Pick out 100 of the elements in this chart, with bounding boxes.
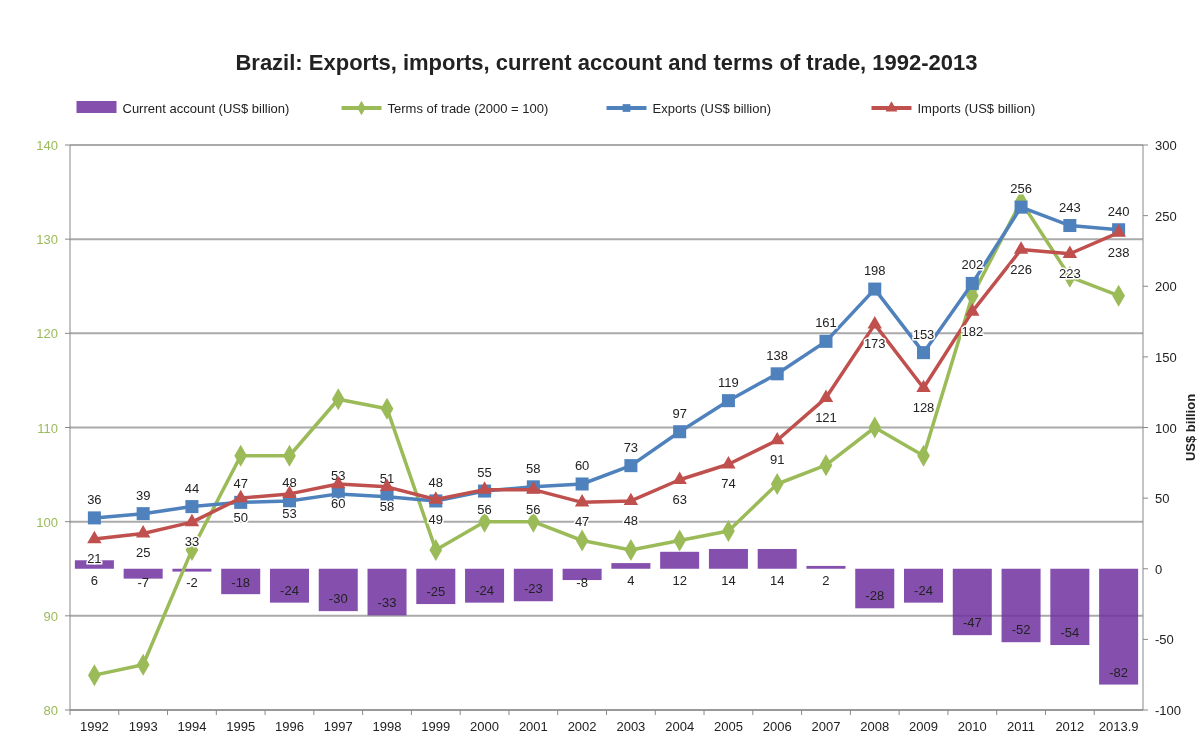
bar bbox=[855, 568, 895, 609]
data-label: 226 bbox=[1010, 261, 1032, 277]
point bbox=[574, 494, 590, 507]
data-label: 119 bbox=[718, 374, 739, 390]
point bbox=[867, 316, 882, 329]
data-label: -18 bbox=[231, 574, 251, 590]
data-label: 14 bbox=[721, 572, 736, 588]
data-label: 238 bbox=[1107, 244, 1130, 260]
x-tick-label: 2003 bbox=[616, 719, 646, 734]
x-tick-label: 2001 bbox=[518, 719, 548, 734]
data-label: 153 bbox=[912, 326, 935, 342]
x-tick-label: 1996 bbox=[275, 719, 304, 734]
x-tick-label: 2002 bbox=[567, 719, 597, 734]
x-tick-label: 2011 bbox=[1007, 719, 1036, 734]
data-label: 243 bbox=[1058, 199, 1081, 215]
data-label: 33 bbox=[184, 534, 200, 550]
bar bbox=[904, 568, 944, 603]
bar bbox=[221, 568, 261, 595]
data-label: -54 bbox=[1060, 625, 1080, 641]
data-label: 55 bbox=[477, 465, 492, 481]
data-label: 48 bbox=[428, 474, 444, 490]
bar bbox=[611, 563, 651, 569]
data-label: 60 bbox=[331, 496, 346, 511]
y2-axis-title: US$ billion bbox=[1183, 393, 1198, 462]
bar bbox=[1050, 568, 1090, 646]
bar bbox=[123, 568, 163, 579]
point bbox=[624, 459, 638, 473]
bar bbox=[757, 548, 797, 569]
x-tick-label: 2004 bbox=[665, 719, 695, 734]
data-label: 6 bbox=[90, 572, 98, 588]
x-tick-label: 1994 bbox=[177, 719, 207, 734]
point bbox=[136, 507, 150, 521]
data-label: 138 bbox=[766, 347, 789, 363]
x-tick-label: 2007 bbox=[811, 719, 841, 734]
bar bbox=[318, 568, 358, 612]
x-tick-label: 2013.9 bbox=[1098, 719, 1139, 734]
data-label: -7 bbox=[137, 574, 149, 590]
data-label: 121 bbox=[815, 409, 837, 425]
data-label: 97 bbox=[672, 405, 687, 421]
data-label: -24 bbox=[280, 582, 299, 598]
point bbox=[770, 367, 784, 381]
y-tick-label: 120 bbox=[36, 326, 58, 342]
legend-label: Current account (US$ billion) bbox=[122, 101, 290, 116]
bar bbox=[172, 568, 212, 572]
data-label: 63 bbox=[672, 491, 687, 507]
y2-tick-label: -100 bbox=[1155, 703, 1182, 718]
point bbox=[87, 511, 101, 525]
y2-tick-label: 250 bbox=[1155, 208, 1177, 224]
data-label: 51 bbox=[379, 470, 395, 486]
data-label: -82 bbox=[1109, 664, 1129, 680]
data-label: -24 bbox=[914, 582, 933, 598]
point bbox=[965, 276, 979, 290]
data-label: 47 bbox=[574, 514, 590, 530]
point bbox=[575, 477, 589, 491]
data-label: -23 bbox=[523, 581, 543, 597]
data-label: 58 bbox=[526, 460, 541, 476]
data-label: -33 bbox=[377, 595, 397, 611]
data-label: 240 bbox=[1107, 203, 1130, 219]
data-label: 44 bbox=[184, 480, 200, 496]
data-label: -47 bbox=[962, 615, 982, 631]
y-tick-label: 140 bbox=[36, 138, 58, 153]
data-label: -2 bbox=[186, 574, 198, 590]
data-label: 60 bbox=[574, 458, 590, 473]
point bbox=[818, 389, 834, 402]
y2-tick-label: 0 bbox=[1155, 561, 1163, 577]
point bbox=[965, 303, 980, 316]
point bbox=[623, 492, 639, 506]
point bbox=[673, 425, 687, 439]
data-label: 182 bbox=[961, 323, 984, 339]
data-label: 53 bbox=[282, 505, 297, 521]
bar bbox=[660, 551, 700, 569]
y-tick-label: 130 bbox=[36, 232, 58, 248]
x-tick-label: 2012 bbox=[1055, 719, 1085, 734]
data-label: 39 bbox=[135, 487, 151, 503]
y-tick-label: 80 bbox=[43, 703, 58, 718]
bar bbox=[708, 548, 748, 569]
y2-tick-label: 200 bbox=[1155, 279, 1177, 295]
point bbox=[1062, 245, 1078, 258]
point bbox=[233, 489, 248, 503]
point bbox=[917, 346, 931, 360]
data-label: -30 bbox=[328, 591, 348, 607]
data-label: 36 bbox=[87, 491, 102, 507]
point bbox=[87, 530, 102, 544]
data-label: 48 bbox=[282, 474, 297, 490]
bar bbox=[806, 565, 846, 569]
x-tick-label: 2008 bbox=[860, 719, 890, 734]
data-label: 198 bbox=[863, 263, 886, 279]
data-label: 48 bbox=[623, 512, 639, 528]
bar bbox=[465, 568, 505, 603]
data-label: 47 bbox=[233, 476, 248, 492]
x-tick-label: 1997 bbox=[323, 719, 353, 734]
x-tick-label: 1999 bbox=[421, 719, 451, 734]
data-label: 74 bbox=[721, 476, 736, 492]
data-label: 128 bbox=[912, 399, 935, 415]
data-label: 14 bbox=[769, 572, 785, 588]
x-tick-label: 2006 bbox=[762, 719, 792, 734]
data-label: -52 bbox=[1011, 622, 1031, 638]
data-label: -25 bbox=[426, 584, 446, 600]
y2-tick-label: -50 bbox=[1155, 632, 1174, 648]
data-label: -24 bbox=[475, 582, 494, 598]
